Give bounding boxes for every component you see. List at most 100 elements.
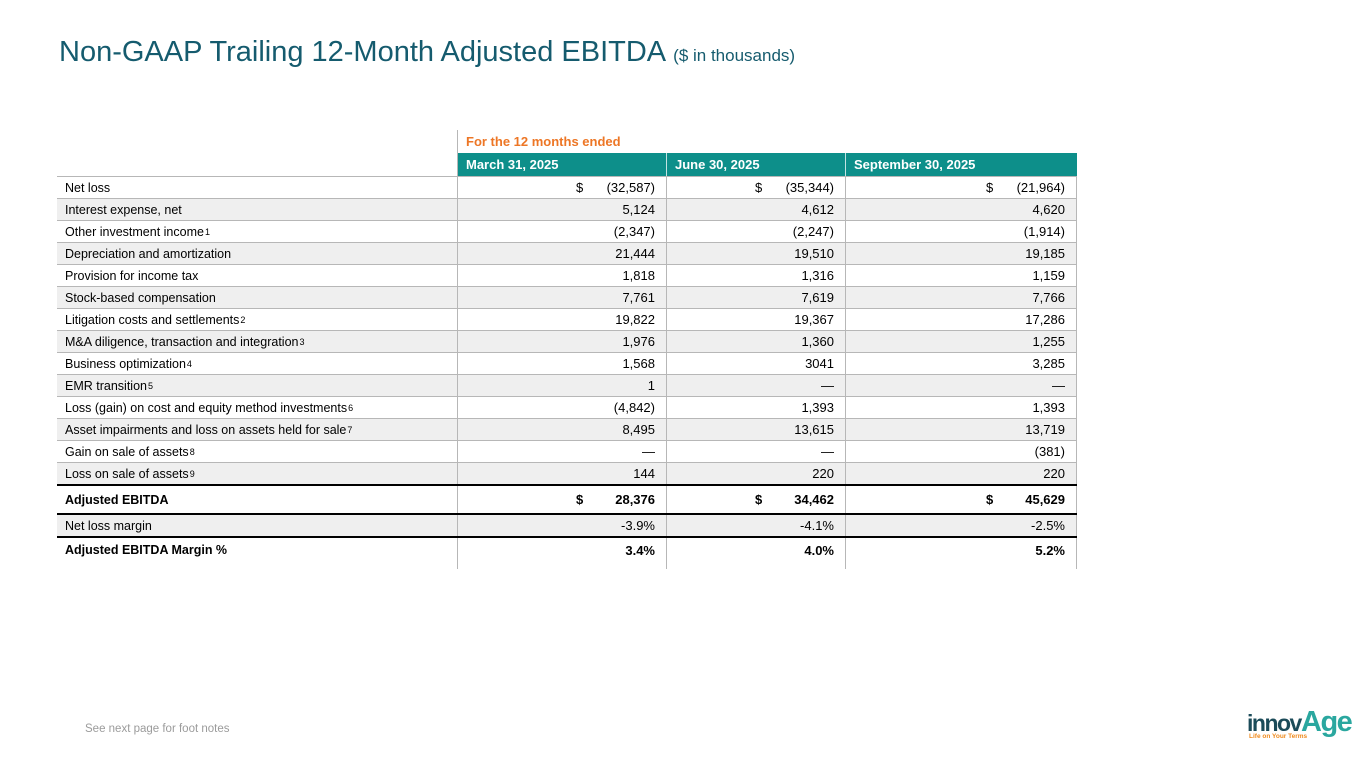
row-label: Litigation costs and settlements 2: [65, 312, 246, 327]
page-title-text: Non-GAAP Trailing 12-Month Adjusted EBIT…: [59, 36, 667, 68]
value-cell: 1,360: [666, 331, 845, 352]
dollar-sign: $: [986, 492, 994, 507]
table-row: Adjusted EBITDA $28,376 $34,462 $45,629: [57, 484, 1077, 513]
row-label: EMR transition 5: [65, 378, 153, 393]
value-cell: 7,619: [666, 287, 845, 308]
value-cell: (2,347): [457, 221, 666, 242]
value-cell: (1,914): [845, 221, 1077, 242]
row-label: Adjusted EBITDA Margin %: [65, 543, 228, 557]
value-cell: 1,255: [845, 331, 1077, 352]
value-cell: 21,444: [457, 243, 666, 264]
table-row: M&A diligence, transaction and integrati…: [57, 330, 1077, 352]
value-cell: $ (21,964): [845, 177, 1077, 198]
dollar-sign: $: [986, 180, 994, 195]
value-cell: 3041: [666, 353, 845, 374]
column-header-june: June 30, 2025: [666, 153, 845, 176]
row-label: Net loss: [65, 180, 111, 195]
value-cell: 1,818: [457, 265, 666, 286]
value-cell: 3.4%: [457, 538, 666, 562]
row-label: Interest expense, net: [65, 202, 182, 217]
value-cell: -4.1%: [666, 515, 845, 536]
value-cell: 13,615: [666, 419, 845, 440]
table-row: Depreciation and amortization 21,444 19,51…: [57, 242, 1077, 264]
row-label: Asset impairments and loss on assets hel…: [65, 422, 353, 437]
value-cell: 4,612: [666, 199, 845, 220]
value-cell: -2.5%: [845, 515, 1077, 536]
value-cell: 19,510: [666, 243, 845, 264]
value-cell: 7,761: [457, 287, 666, 308]
table-row: Net loss $ (32,587) $ (35,344) $ (21,964): [57, 176, 1077, 198]
value-cell: (2,247): [666, 221, 845, 242]
value-cell: (4,842): [457, 397, 666, 418]
value-cell: $ (32,587): [457, 177, 666, 198]
value-cell: 8,495: [457, 419, 666, 440]
row-label: Loss on sale of assets 9: [65, 466, 195, 481]
ebitda-table: For the 12 months ended March 31, 2025 J…: [57, 130, 1077, 569]
value-cell: —: [666, 441, 845, 462]
dollar-sign: $: [755, 180, 763, 195]
logo-tagline: Life on Your Terms: [1249, 733, 1308, 740]
page-title: Non-GAAP Trailing 12-Month Adjusted EBIT…: [59, 36, 795, 69]
value-cell: 1,393: [666, 397, 845, 418]
group-header-label: For the 12 months ended: [457, 130, 1077, 153]
row-label: Adjusted EBITDA: [65, 492, 169, 507]
table-body: Net loss $ (32,587) $ (35,344) $ (21,964) Inter…: [57, 176, 1077, 562]
value-cell: $28,376: [457, 486, 666, 513]
value-cell: -3.9%: [457, 515, 666, 536]
table-row: Provision for income tax 1,818 1,316 1,159: [57, 264, 1077, 286]
column-header-spacer: [57, 153, 457, 176]
value-cell: $34,462: [666, 486, 845, 513]
value-cell: —: [666, 375, 845, 396]
value-cell: 13,719: [845, 419, 1077, 440]
row-label: Other investment income 1: [65, 224, 210, 239]
group-header-row: For the 12 months ended: [57, 130, 1077, 153]
table-row: Gain on sale of assets 8— — (381): [57, 440, 1077, 462]
value-cell: 1,159: [845, 265, 1077, 286]
value-cell: 1,393: [845, 397, 1077, 418]
column-header-row: March 31, 2025 June 30, 2025 September 3…: [57, 153, 1077, 176]
value-cell: 7,766: [845, 287, 1077, 308]
value-cell: 19,185: [845, 243, 1077, 264]
footer-note: See next page for foot notes: [85, 723, 230, 735]
value-cell: —: [457, 441, 666, 462]
row-label: Loss (gain) on cost and equity method in…: [65, 400, 354, 415]
value-cell: 1,568: [457, 353, 666, 374]
table-row: Stock-based compensation 7,761 7,619 7,766: [57, 286, 1077, 308]
table-row: EMR transition 5 1— —: [57, 374, 1077, 396]
value-cell: 17,286: [845, 309, 1077, 330]
table-row: Interest expense, net 5,124 4,612 4,620: [57, 198, 1077, 220]
row-label: M&A diligence, transaction and integrati…: [65, 334, 305, 349]
value-cell: 220: [666, 463, 845, 484]
row-label: Stock-based compensation: [65, 290, 216, 305]
value-cell: —: [845, 375, 1077, 396]
row-label: Gain on sale of assets 8: [65, 444, 195, 459]
value-cell: 3,285: [845, 353, 1077, 374]
value-cell: $45,629: [845, 486, 1077, 513]
value-cell: 5,124: [457, 199, 666, 220]
value-cell: 220: [845, 463, 1077, 484]
value-cell: 4,620: [845, 199, 1077, 220]
value-cell: 144: [457, 463, 666, 484]
table-row: Other investment income 1 (2,347) (2,247) (1…: [57, 220, 1077, 242]
row-label: Provision for income tax: [65, 268, 199, 283]
column-header-march: March 31, 2025: [457, 153, 666, 176]
value-cell: 1,976: [457, 331, 666, 352]
row-label: Depreciation and amortization: [65, 246, 232, 261]
dollar-sign: $: [755, 492, 763, 507]
table-row: Asset impairments and loss on assets hel…: [57, 418, 1077, 440]
table-bottom-stub: [57, 562, 1077, 569]
value-cell: 1: [457, 375, 666, 396]
dollar-sign: $: [576, 492, 584, 507]
table-row: Loss (gain) on cost and equity method in…: [57, 396, 1077, 418]
logo-text-innov: innov: [1247, 710, 1302, 736]
group-header-spacer: [57, 130, 457, 153]
value-cell: 19,822: [457, 309, 666, 330]
table-row: Litigation costs and settlements 2 19,822 1…: [57, 308, 1077, 330]
row-label: Net loss margin: [65, 518, 152, 533]
value-cell: (381): [845, 441, 1077, 462]
column-header-september: September 30, 2025: [845, 153, 1077, 176]
innovage-logo: innov Age Life on Your Terms: [1247, 706, 1353, 750]
table-row: Net loss margin -3.9% -4.1% -2.5%: [57, 513, 1077, 536]
value-cell: 5.2%: [845, 538, 1077, 562]
